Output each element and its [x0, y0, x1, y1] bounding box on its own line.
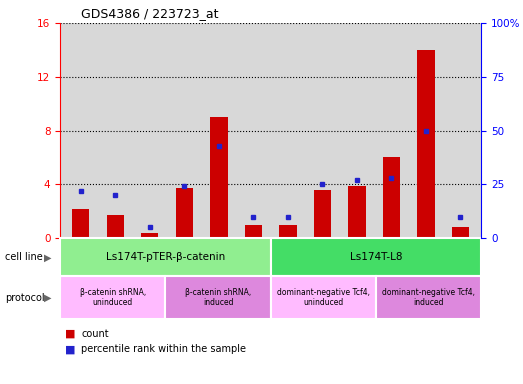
Bar [60, 238, 271, 276]
Bar [417, 50, 435, 238]
Bar [72, 209, 89, 238]
Bar [271, 276, 376, 319]
Text: dominant-negative Tcf4,
induced: dominant-negative Tcf4, induced [382, 288, 475, 307]
Text: ■: ■ [65, 329, 76, 339]
Bar [314, 190, 331, 238]
Text: β-catenin shRNA,
induced: β-catenin shRNA, induced [185, 288, 251, 307]
Text: cell line: cell line [5, 252, 43, 262]
Bar [107, 215, 124, 238]
Bar [245, 225, 262, 238]
Bar [210, 117, 228, 238]
Text: protocol: protocol [5, 293, 45, 303]
Text: ■: ■ [65, 344, 76, 354]
Text: Ls174T-pTER-β-catenin: Ls174T-pTER-β-catenin [106, 252, 225, 262]
Bar [279, 225, 297, 238]
Bar [348, 186, 366, 238]
Bar [165, 276, 271, 319]
Text: Ls174T-L8: Ls174T-L8 [350, 252, 402, 262]
Bar [383, 157, 400, 238]
Bar [452, 227, 469, 238]
Bar [176, 188, 193, 238]
Bar [376, 276, 481, 319]
Text: percentile rank within the sample: percentile rank within the sample [81, 344, 246, 354]
Bar [141, 233, 158, 238]
Bar [60, 276, 165, 319]
Text: GDS4386 / 223723_at: GDS4386 / 223723_at [81, 7, 219, 20]
Text: dominant-negative Tcf4,
uninduced: dominant-negative Tcf4, uninduced [277, 288, 370, 307]
Text: ▶: ▶ [44, 293, 52, 303]
Bar [271, 238, 481, 276]
Text: ▶: ▶ [44, 252, 52, 262]
Text: β-catenin shRNA,
uninduced: β-catenin shRNA, uninduced [79, 288, 146, 307]
Text: count: count [81, 329, 109, 339]
